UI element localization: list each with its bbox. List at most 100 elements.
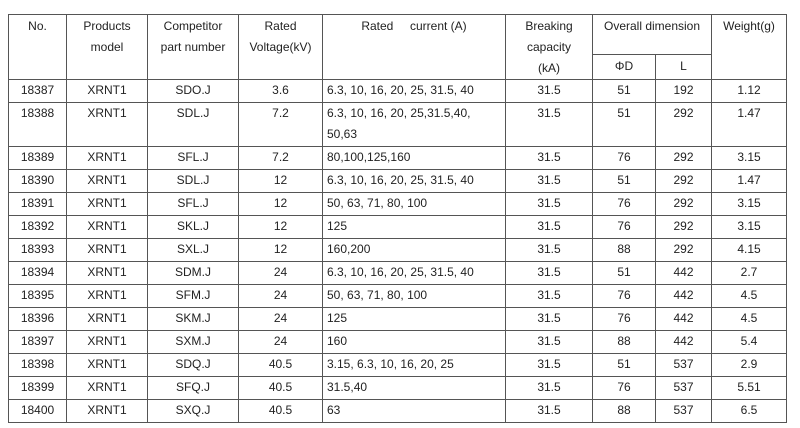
cell-phi-d: 76 [592, 215, 656, 239]
cell-phi-d: 76 [592, 307, 656, 331]
cell-model: XRNT1 [66, 169, 148, 193]
cell-weight: 5.51 [711, 376, 788, 400]
table-row: 18391 XRNT1 SFL.J 12 50, 63, 71, 80, 100 31.5… [8, 192, 788, 216]
table-row: 18389 XRNT1 SFL.J 7.2 80,100,125,160 31.5 76 29… [8, 146, 788, 170]
header-products-model: Products model [66, 14, 148, 80]
cell-no: 18393 [8, 238, 67, 262]
cell-voltage: 40.5 [238, 353, 323, 377]
table-row: 18397 XRNT1 SXM.J 24 160 31.5 88 442 5.4 [8, 330, 788, 354]
cell-no: 18395 [8, 284, 67, 308]
cell-no: 18389 [8, 146, 67, 170]
cell-voltage: 12 [238, 215, 323, 239]
cell-model: XRNT1 [66, 146, 148, 170]
cell-l: 292 [654, 215, 713, 239]
cell-breaking-capacity: 31.5 [505, 238, 593, 262]
cell-competitor-part: SDL.J [147, 169, 239, 193]
table-row: 18393 XRNT1 SXL.J 12 160,200 31.5 88 292 4.15 [8, 238, 788, 262]
cell-l: 537 [654, 353, 713, 377]
cell-current: 63 [322, 399, 506, 423]
cell-model: XRNT1 [66, 238, 148, 262]
cell-l: 537 [654, 376, 713, 400]
cell-l: 292 [654, 192, 713, 216]
cell-breaking-capacity: 31.5 [505, 353, 593, 377]
cell-breaking-capacity: 31.5 [505, 79, 593, 103]
cell-competitor-part: SDM.J [147, 261, 239, 285]
cell-competitor-part: SDO.J [147, 79, 239, 103]
cell-voltage: 24 [238, 330, 323, 354]
header-competitor-part: Competitor part number [147, 14, 239, 80]
table-row: 18400 XRNT1 SXQ.J 40.5 63 31.5 88 537 6.5 [8, 399, 788, 423]
cell-current: 160 [322, 330, 506, 354]
fuse-spec-table: No. Products model Competitor part numbe… [8, 14, 788, 423]
cell-breaking-capacity: 31.5 [505, 261, 593, 285]
cell-l: 292 [654, 146, 713, 170]
cell-competitor-part: SFL.J [147, 146, 239, 170]
cell-phi-d: 76 [592, 146, 656, 170]
cell-weight: 1.12 [711, 79, 788, 103]
cell-phi-d: 51 [592, 79, 656, 103]
header-rated-voltage: Rated Voltage(kV) [238, 14, 323, 80]
cell-weight: 4.5 [711, 307, 788, 331]
cell-weight: 1.47 [711, 169, 788, 193]
cell-l: 192 [654, 79, 713, 103]
cell-weight: 1.47 [711, 102, 788, 147]
cell-model: XRNT1 [66, 261, 148, 285]
cell-no: 18388 [8, 102, 67, 147]
cell-competitor-part: SXM.J [147, 330, 239, 354]
cell-breaking-capacity: 31.5 [505, 192, 593, 216]
cell-l: 442 [654, 330, 713, 354]
cell-competitor-part: SDQ.J [147, 353, 239, 377]
cell-weight: 4.15 [711, 238, 788, 262]
table-row: 18388 XRNT1 SDL.J 7.2 6.3, 10, 16, 20, 25,31… [8, 102, 788, 147]
cell-phi-d: 76 [592, 376, 656, 400]
cell-voltage: 3.6 [238, 79, 323, 103]
cell-weight: 3.15 [711, 192, 788, 216]
cell-phi-d: 51 [592, 261, 656, 285]
cell-phi-d: 51 [592, 353, 656, 377]
cell-model: XRNT1 [66, 79, 148, 103]
cell-competitor-part: SKM.J [147, 307, 239, 331]
cell-breaking-capacity: 31.5 [505, 169, 593, 193]
cell-current: 6.3, 10, 16, 20, 25, 31.5, 40 [322, 261, 506, 285]
header-breaking-capacity: Breaking capacity (kA) [505, 14, 593, 80]
cell-phi-d: 76 [592, 284, 656, 308]
cell-weight: 2.7 [711, 261, 788, 285]
cell-competitor-part: SFM.J [147, 284, 239, 308]
cell-current: 50, 63, 71, 80, 100 [322, 284, 506, 308]
cell-current: 50, 63, 71, 80, 100 [322, 192, 506, 216]
cell-phi-d: 51 [592, 169, 656, 193]
cell-l: 292 [654, 169, 713, 193]
cell-model: XRNT1 [66, 102, 148, 147]
cell-l: 442 [654, 284, 713, 308]
cell-weight: 3.15 [711, 215, 788, 239]
cell-no: 18396 [8, 307, 67, 331]
table-row: 18395 XRNT1 SFM.J 24 50, 63, 71, 80, 100 31.5… [8, 284, 788, 308]
header-overall-dimension: Overall dimension [591, 14, 713, 55]
cell-phi-d: 88 [592, 238, 656, 262]
header-no: No. [8, 14, 67, 80]
cell-voltage: 40.5 [238, 376, 323, 400]
cell-weight: 5.4 [711, 330, 788, 354]
cell-model: XRNT1 [66, 376, 148, 400]
cell-voltage: 7.2 [238, 146, 323, 170]
cell-current: 3.15, 6.3, 10, 16, 20, 25 [322, 353, 506, 377]
cell-l: 292 [654, 238, 713, 262]
cell-l: 442 [654, 307, 713, 331]
cell-no: 18392 [8, 215, 67, 239]
cell-phi-d: 51 [592, 102, 656, 147]
table-row: 18392 XRNT1 SKL.J 12 125 31.5 76 292 3.15 [8, 215, 788, 239]
cell-model: XRNT1 [66, 399, 148, 423]
cell-model: XRNT1 [66, 330, 148, 354]
table-row: 18396 XRNT1 SKM.J 24 125 31.5 76 442 4.5 [8, 307, 788, 331]
cell-competitor-part: SKL.J [147, 215, 239, 239]
cell-no: 18387 [8, 79, 67, 103]
cell-competitor-part: SFL.J [147, 192, 239, 216]
cell-no: 18390 [8, 169, 67, 193]
cell-current: 80,100,125,160 [322, 146, 506, 170]
cell-no: 18398 [8, 353, 67, 377]
cell-current: 6.3, 10, 16, 20, 25, 31.5, 40 [322, 169, 506, 193]
cell-model: XRNT1 [66, 307, 148, 331]
cell-current: 125 [322, 215, 506, 239]
cell-weight: 3.15 [711, 146, 788, 170]
cell-voltage: 24 [238, 284, 323, 308]
